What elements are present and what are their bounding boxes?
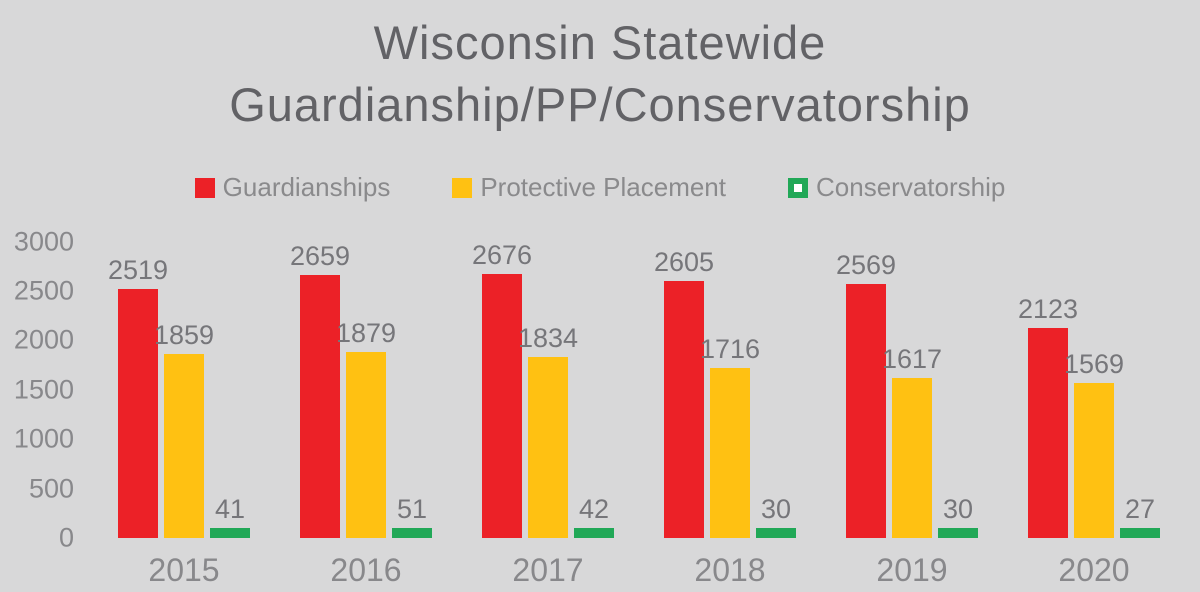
x-category-label-2020: 2020 [1058,552,1130,588]
value-label-protective-placement-2015: 1859 [153,320,215,351]
chart-title: Wisconsin Statewide Guardianship/PP/Cons… [229,16,971,132]
y-tick-label: 500 [28,473,74,504]
value-label-conservatorship-2017: 42 [578,494,610,524]
bar-conservatorship-2018 [756,528,796,538]
x-category-label-2018: 2018 [694,552,766,588]
value-label-guardianships-2020: 2123 [1017,294,1079,325]
value-label-conservatorship-2015: 41 [214,494,246,524]
value-label-protective-placement-2019: 1617 [881,344,943,375]
legend: Guardianships Protective Placement Conserv… [0,172,1200,203]
legend-label: Guardianships [222,172,391,202]
y-tick-label: 1500 [13,374,74,405]
legend-label: Conservatorship [816,172,1006,202]
value-label-guardianships-2018: 2605 [653,246,715,277]
bar-guardianships-2016 [300,275,340,538]
value-label-conservatorship-2020: 27 [1124,494,1156,524]
legend-item-protective-placement: Protective Placement [452,172,726,203]
value-label-guardianships-2016: 2659 [289,241,351,272]
bar-guardianships-2019 [846,284,886,538]
conservatorship-legend-marker-icon [788,177,808,198]
bar-conservatorship-2019 [938,528,978,538]
bar-conservatorship-2020 [1120,528,1160,538]
bar-guardianships-2018 [664,280,704,538]
value-label-protective-placement-2016: 1879 [335,318,397,349]
y-tick-label: 2000 [13,324,74,355]
legend-label: Protective Placement [480,172,726,202]
bar-protective-placement-2018 [710,368,750,538]
bar-protective-placement-2015 [164,354,204,538]
y-tick-label: 3000 [13,226,74,256]
value-label-guardianships-2017: 2676 [471,239,533,270]
bar-protective-placement-2016 [346,352,386,538]
value-label-protective-placement-2018: 1716 [699,334,761,365]
y-tick-label: 1000 [13,423,74,454]
bar-protective-placement-2020 [1074,382,1114,538]
value-label-guardianships-2015: 2519 [107,255,169,286]
value-label-protective-placement-2020: 1569 [1063,348,1125,379]
protective-placement-legend-marker-icon [452,177,473,198]
bar-guardianships-2015 [118,289,158,538]
conservatorship-legend-marker-inner [794,183,802,192]
legend-item-conservatorship: Conservatorship [788,172,1005,203]
bar-conservatorship-2015 [210,528,250,538]
x-category-label-2019: 2019 [876,552,948,588]
guardianships-legend-marker-icon [194,177,215,198]
bar-guardianships-2017 [482,273,522,538]
value-label-conservatorship-2018: 30 [760,494,792,524]
x-category-label-2017: 2017 [512,552,584,588]
bar-protective-placement-2019 [892,378,932,538]
bar-protective-placement-2017 [528,356,568,538]
y-tick-label: 2500 [13,275,74,306]
bar-conservatorship-2017 [574,528,614,538]
x-category-label-2015: 2015 [148,552,220,588]
bar-conservatorship-2016 [392,528,432,538]
value-label-guardianships-2019: 2569 [835,250,897,281]
y-tick-label: 0 [58,522,74,553]
legend-item-guardianships: Guardianships [194,172,391,203]
x-category-label-2016: 2016 [330,552,402,588]
value-label-protective-placement-2017: 1834 [517,322,579,353]
value-label-conservatorship-2019: 30 [942,494,974,524]
bar-guardianships-2020 [1028,328,1068,538]
value-label-conservatorship-2016: 51 [396,494,428,524]
